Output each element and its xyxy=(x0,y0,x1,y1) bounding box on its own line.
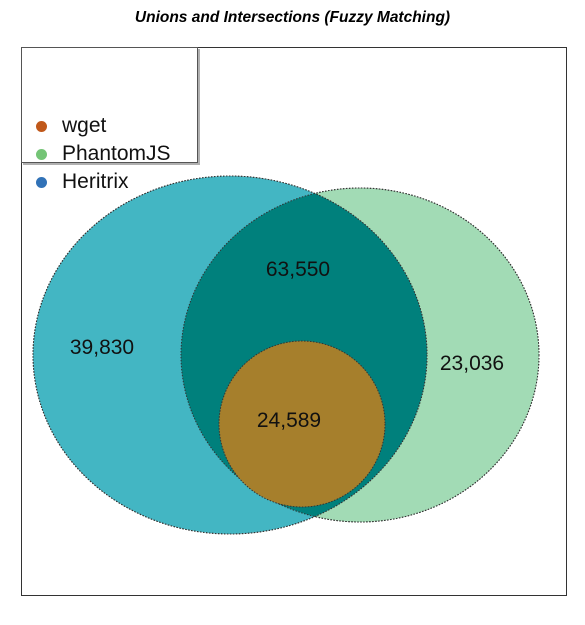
legend-label: wget xyxy=(62,114,107,137)
wget-marker-icon xyxy=(36,120,47,132)
legend-item-phantomjs: PhantomJS xyxy=(36,142,171,166)
all-three-count: 24,589 xyxy=(257,409,321,432)
legend-label: Heritrix xyxy=(62,170,129,193)
heritrix-only-count: 39,830 xyxy=(70,336,134,359)
heritrix-outline xyxy=(32,175,428,535)
legend-item-heritrix: Heritrix xyxy=(36,170,129,194)
legend: wget PhantomJS Heritrix xyxy=(21,47,198,193)
heritrix-phantomjs-count: 63,550 xyxy=(266,258,330,281)
chart-title: Unions and Intersections (Fuzzy Matching… xyxy=(134,9,451,26)
heritrix-marker-icon xyxy=(36,176,47,188)
phantomjs-marker-icon xyxy=(36,148,47,160)
phantomjs-outline xyxy=(180,187,540,523)
legend-item-wget: wget xyxy=(36,114,106,138)
plot-panel xyxy=(21,47,567,596)
phantomjs-only-count: 23,036 xyxy=(440,352,504,375)
legend-label: PhantomJS xyxy=(62,142,171,165)
wget-circle xyxy=(218,340,386,508)
